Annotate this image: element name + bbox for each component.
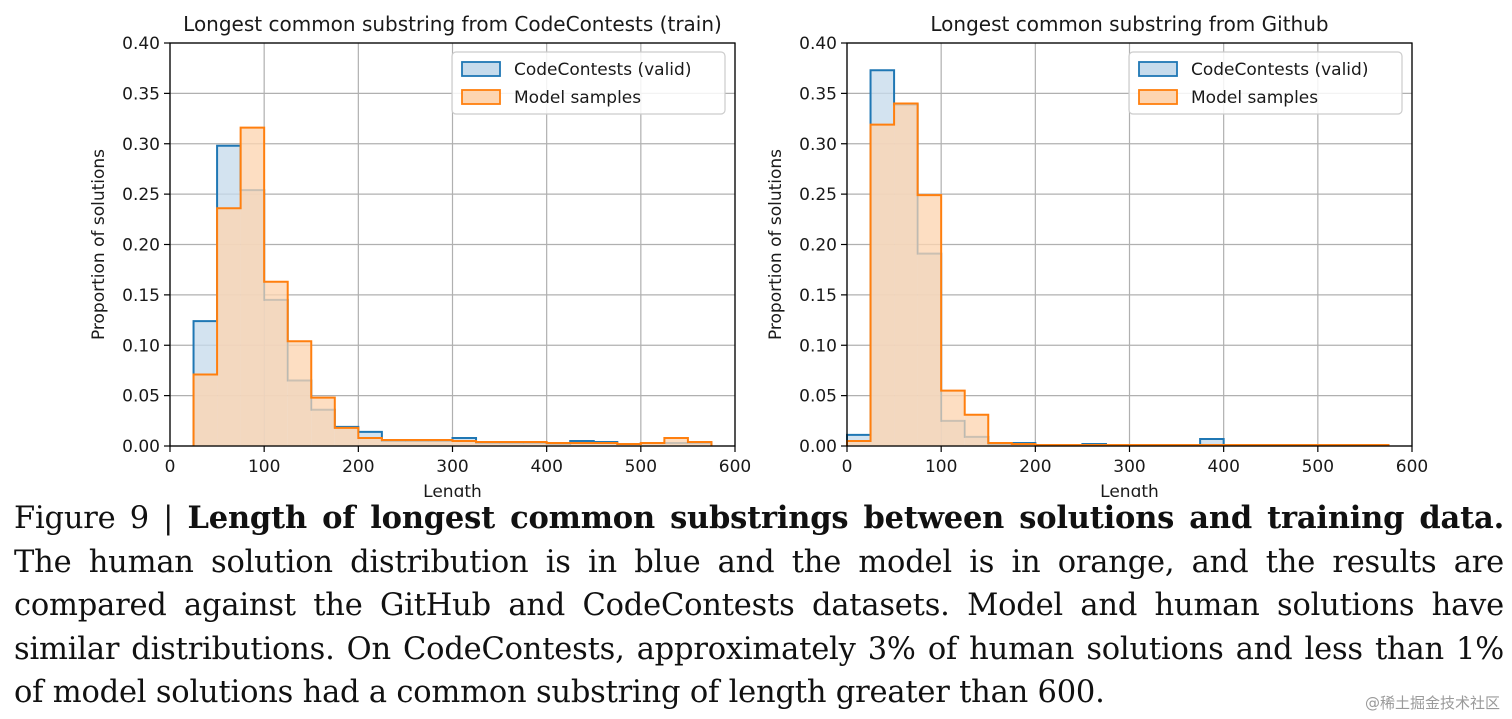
histogram-bar [523, 441, 547, 446]
x-tick-label: 500 [625, 457, 657, 477]
histogram-bar [428, 439, 453, 446]
y-tick-label: 0.10 [122, 336, 160, 356]
chart-1: 0 100 200 300 400 500 600 0.00 0.05 0.10 0.15 0.20 0… [89, 12, 751, 497]
x-tick-label: 600 [719, 457, 751, 477]
x-tick-label: 400 [530, 457, 562, 477]
histogram-bar [570, 442, 594, 446]
x-tick-label: 300 [436, 457, 468, 477]
y-tick-label: 0.35 [799, 84, 837, 104]
histogram-bar [476, 441, 500, 446]
figure-charts: 0 100 200 300 400 500 600 0.00 0.05 0.10 0.15 0.20 0… [89, 12, 1428, 497]
histogram-bar [870, 124, 895, 447]
histogram-bar [311, 397, 335, 446]
histogram-bar [917, 195, 942, 446]
legend: CodeContests (valid) Model samples [1128, 51, 1403, 115]
x-tick-label: 0 [165, 457, 176, 477]
watermark: @稀土掘金技术社区 [1364, 694, 1500, 712]
y-tick-label: 0.05 [799, 387, 837, 407]
x-axis-label: Length [1100, 482, 1159, 497]
histogram-bar [381, 439, 406, 446]
y-tick-label: 0.30 [122, 135, 160, 155]
histogram-bar [217, 208, 241, 446]
y-tick-label: 0.15 [122, 286, 160, 306]
legend-swatch [1138, 61, 1178, 77]
caption-body: The human solution distribution is in bl… [14, 544, 1504, 711]
histogram-bar [894, 103, 918, 446]
histogram-bar [546, 442, 571, 446]
y-tick-label: 0.05 [122, 387, 160, 407]
histogram-bar [593, 442, 618, 446]
histogram-bar [640, 442, 665, 446]
y-tick-label: 0.35 [122, 84, 160, 104]
histogram-bar [334, 427, 359, 446]
legend-box [1128, 51, 1403, 115]
y-tick-label: 0.25 [122, 185, 160, 205]
x-tick-label: 100 [925, 457, 957, 477]
y-axis-label: Proportion of solutions [766, 149, 786, 340]
series-model-samples [192, 126, 713, 446]
y-tick-label: 0.20 [799, 236, 837, 256]
y-tick-label: 0.40 [799, 34, 837, 54]
x-tick-label: 600 [1396, 457, 1428, 477]
y-tick-label: 0.15 [799, 286, 837, 306]
series-model-samples [846, 102, 1390, 447]
histogram-bar [358, 437, 382, 446]
y-tick-label: 0.25 [799, 185, 837, 205]
x-tick-label: 500 [1302, 457, 1334, 477]
x-axis-label: Length [423, 482, 482, 497]
legend-swatch [461, 61, 501, 77]
histogram-bar [1200, 438, 1224, 446]
x-tick-label: 300 [1113, 457, 1145, 477]
legend-swatch [1138, 89, 1178, 105]
histogram-bar [264, 281, 288, 446]
legend-label: Model samples [1191, 88, 1318, 108]
histogram-bar [405, 439, 429, 446]
y-tick-label: 0.20 [122, 236, 160, 256]
histogram-bar [1011, 443, 1036, 446]
histogram-bar [193, 374, 218, 446]
x-tick-label: 400 [1207, 457, 1239, 477]
y-axis-label: Proportion of solutions [89, 149, 109, 340]
y-tick-label: 0.30 [799, 135, 837, 155]
x-tick-label: 100 [248, 457, 280, 477]
x-tick-label: 200 [342, 457, 374, 477]
legend-label: CodeContests (valid) [1191, 60, 1368, 80]
histogram-bar [452, 440, 477, 446]
y-tick-label: 0.00 [799, 437, 837, 457]
chart-title: Longest common substring from Github [930, 12, 1328, 36]
figure-caption: Figure 9 | Length of longest common subs… [14, 497, 1504, 715]
y-tick-label: 0.10 [799, 336, 837, 356]
legend-label: Model samples [514, 88, 641, 108]
histogram-bar [847, 440, 871, 446]
y-tick-label: 0.00 [122, 437, 160, 457]
legend-label: CodeContests (valid) [514, 60, 691, 80]
chart-2: 0 100 200 300 400 500 600 0.00 0.05 0.10 0.15 0.20 0… [766, 12, 1428, 497]
histogram-bar [287, 341, 312, 446]
histogram-bar [687, 441, 712, 446]
histogram-bar [941, 390, 965, 446]
legend-box [451, 51, 726, 115]
legend: CodeContests (valid) Model samples [451, 51, 726, 115]
chart-title: Longest common substring from CodeContes… [183, 12, 722, 36]
y-tick-label: 0.40 [122, 34, 160, 54]
histogram-bar [499, 441, 524, 446]
caption-title: Length of longest common substrings betw… [187, 500, 1505, 536]
histogram-bar [988, 442, 1012, 446]
histogram-outline [192, 126, 713, 446]
x-tick-label: 0 [842, 457, 853, 477]
histogram-bar [617, 443, 641, 446]
figure-label: Figure 9 | [14, 501, 174, 536]
histogram-bar [240, 127, 265, 446]
histogram-outline [846, 102, 1390, 446]
histogram-bar [664, 437, 688, 446]
legend-swatch [461, 89, 501, 105]
x-tick-label: 200 [1019, 457, 1051, 477]
histogram-bar [964, 414, 989, 446]
